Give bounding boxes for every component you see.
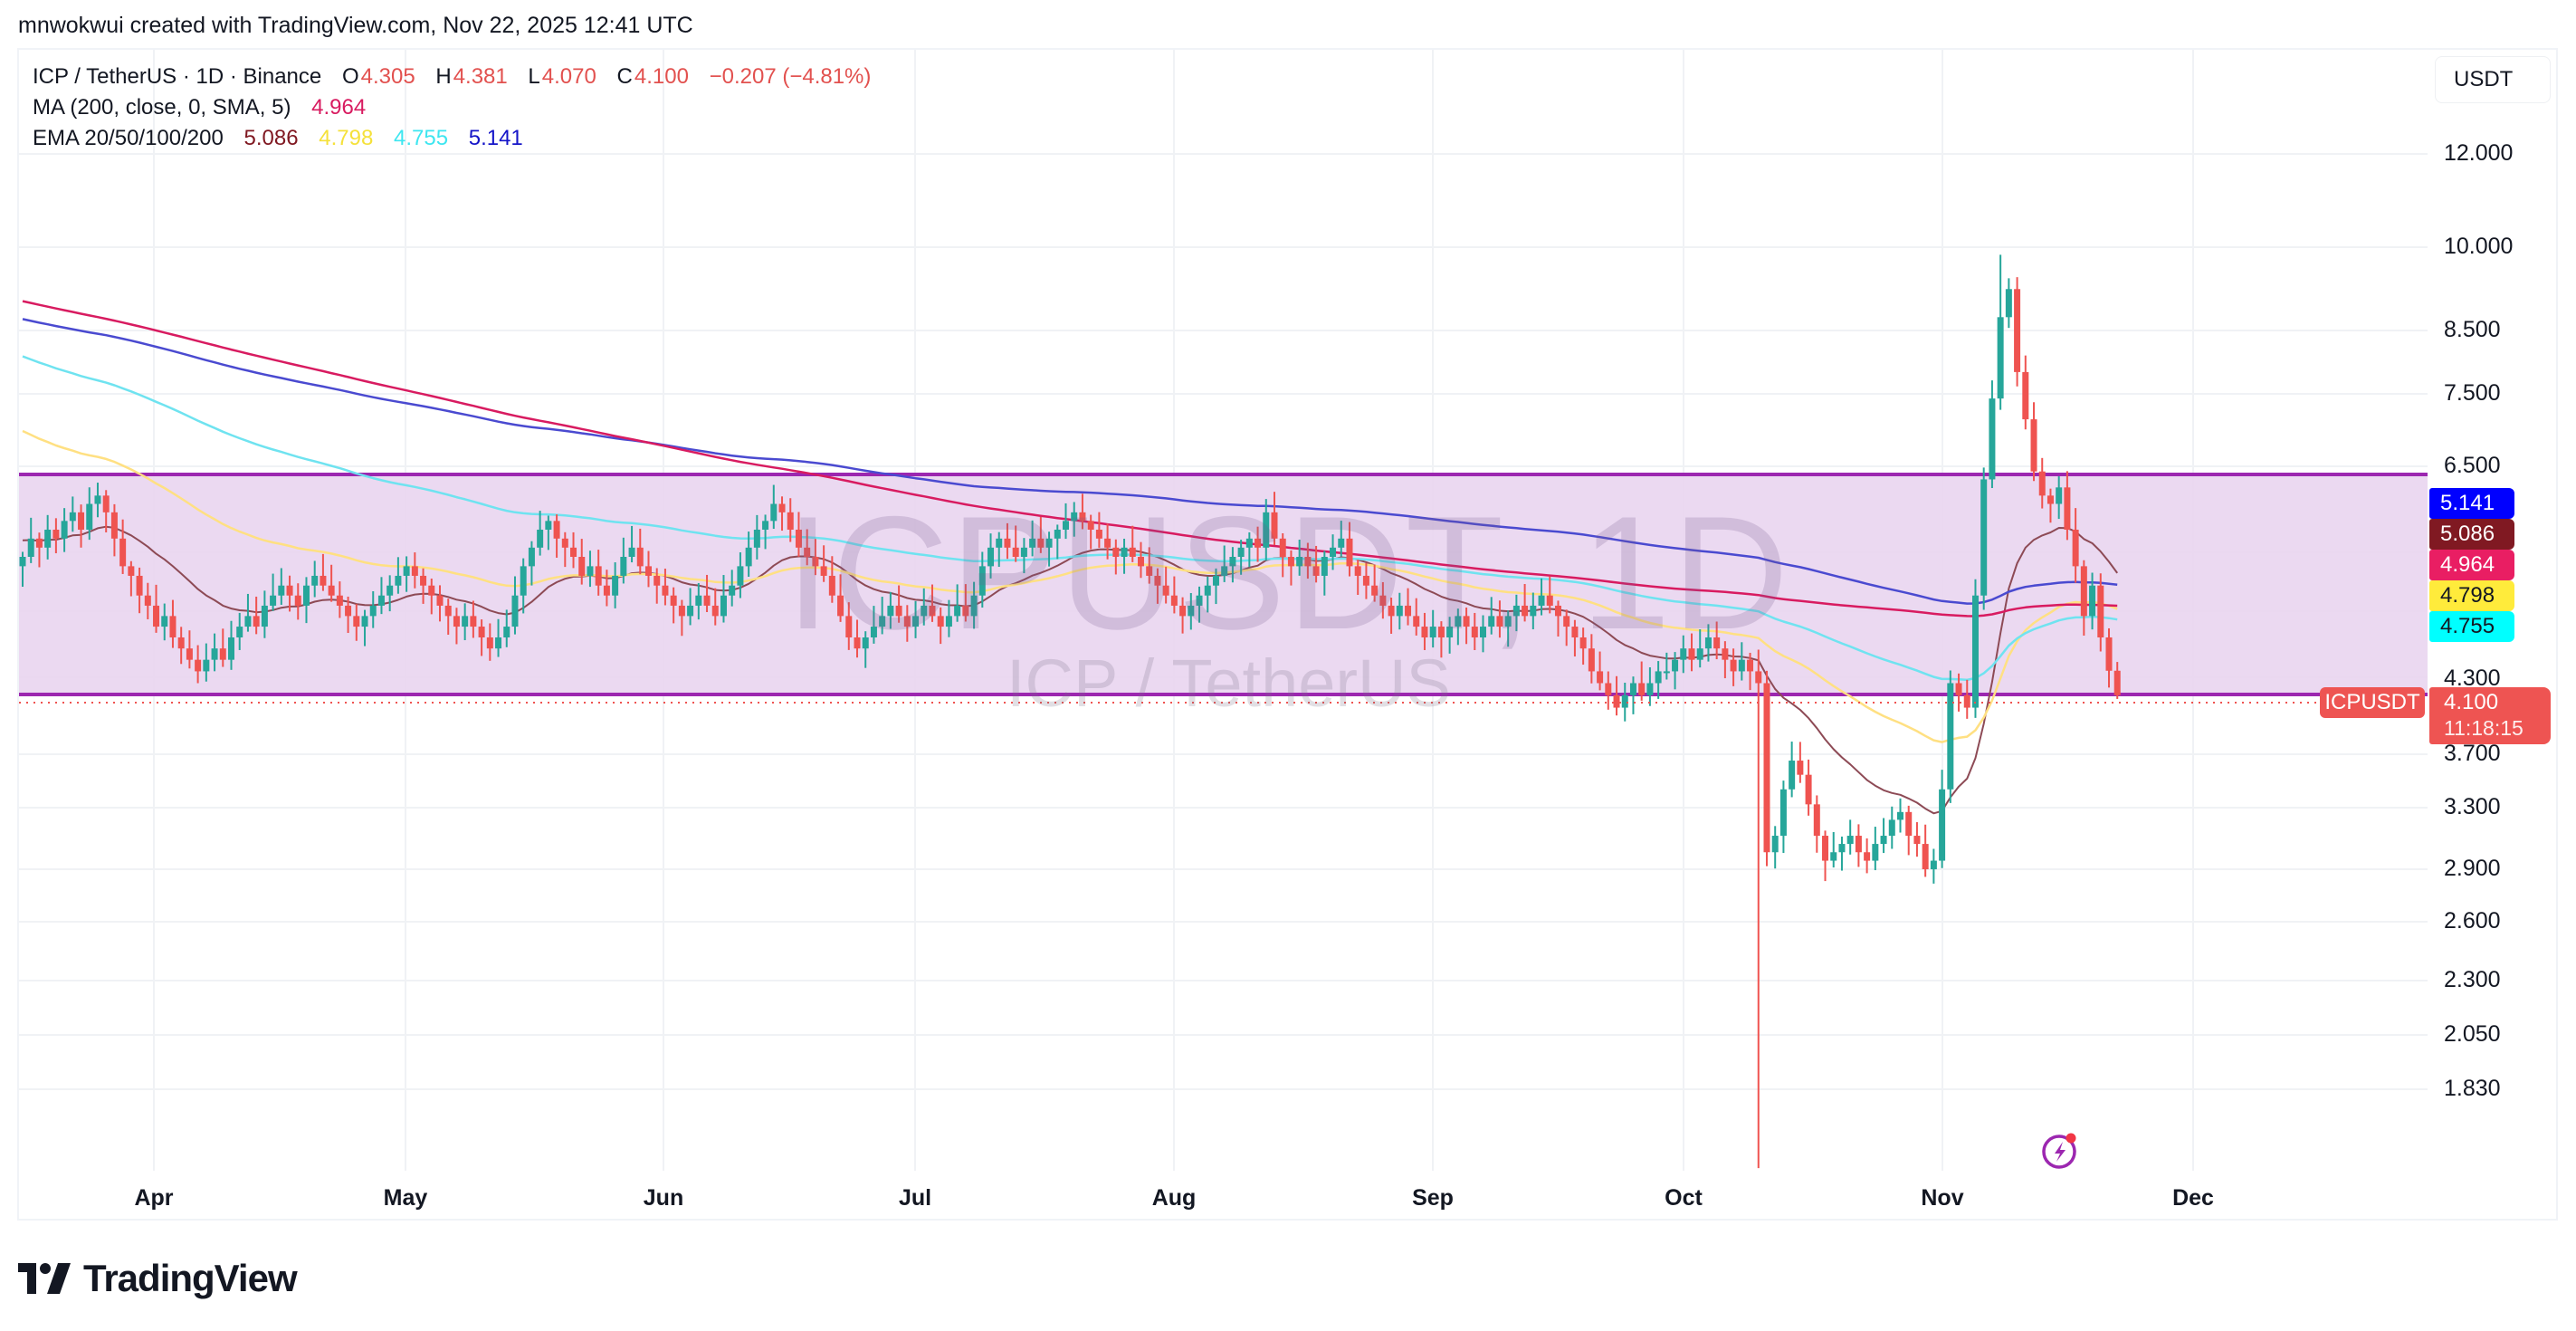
legend-ma-row[interactable]: MA (200, close, 0, SMA, 5) 4.964 (33, 92, 873, 123)
price-tick-label: 3.700 (2444, 741, 2501, 766)
time-tick-label: Aug (1151, 1185, 1197, 1211)
price-tick-label: 8.500 (2444, 317, 2501, 342)
ema20-value: 5.086 (243, 126, 299, 150)
time-tick-label: Nov (1921, 1185, 1964, 1211)
ema50-price-tag: 4.798 (2429, 580, 2514, 611)
ma200-price-tag: 4.964 (2429, 550, 2514, 580)
legend-ema-row[interactable]: EMA 20/50/100/200 5.086 4.798 4.755 5.14… (33, 123, 873, 154)
price-tick-label: 1.830 (2444, 1076, 2501, 1101)
time-tick-label: Apr (134, 1185, 174, 1211)
tradingview-logo-icon (18, 1263, 71, 1294)
change-value: −0.207 (−4.81%) (709, 64, 872, 89)
legend-symbol-row[interactable]: ICP / TetherUS · 1D · Binance O4.305 H4.… (33, 62, 873, 92)
high-value: 4.381 (453, 64, 508, 89)
tradingview-wordmark: TradingView (83, 1257, 298, 1299)
chart-credit: mnwokwui created with TradingView.com, N… (18, 13, 693, 38)
price-tick-label: 2.050 (2444, 1021, 2501, 1047)
watermark-description: ICP / TetherUS (1007, 646, 1451, 721)
price-tick-label: 2.900 (2444, 856, 2501, 881)
price-tick-label: 2.600 (2444, 908, 2501, 934)
ema100-value: 4.755 (393, 126, 449, 150)
time-tick-label: Oct (1665, 1185, 1703, 1211)
chart-legend: ICP / TetherUS · 1D · Binance O4.305 H4.… (33, 62, 873, 154)
candlesticks (19, 254, 2121, 1169)
time-tick-label: Dec (2172, 1185, 2214, 1211)
last-price-tag: 4.100 11:18:15 (2429, 687, 2551, 744)
ema100-price-tag: 4.755 (2429, 611, 2514, 642)
ema200-value: 5.141 (468, 126, 523, 150)
price-tick-label: 10.000 (2444, 234, 2514, 259)
currency-button[interactable]: USDT (2435, 56, 2551, 103)
tradingview-logo[interactable]: TradingView (18, 1257, 298, 1300)
lightning-icon (2042, 1133, 2076, 1169)
close-value: 4.100 (634, 64, 689, 89)
ma-value: 4.964 (311, 95, 367, 120)
ema-label: EMA 20/50/100/200 (33, 126, 224, 150)
ema20-price-tag: 5.086 (2429, 519, 2514, 550)
price-tick-label: 3.300 (2444, 794, 2501, 819)
time-tick-label: Sep (1412, 1185, 1454, 1211)
symbol-tag: ICPUSDT (2320, 687, 2425, 718)
ma-label: MA (200, close, 0, SMA, 5) (33, 95, 291, 120)
lightning-alert-button[interactable] (2038, 1128, 2084, 1176)
price-tick-label: 7.500 (2444, 380, 2501, 406)
open-key: O (341, 64, 359, 89)
moving-average-lines (22, 300, 2119, 815)
time-tick-label: Jul (898, 1185, 932, 1211)
price-tick-label: 2.300 (2444, 967, 2501, 992)
last-price-value: 4.100 (2444, 690, 2499, 714)
low-value: 4.070 (541, 64, 596, 89)
high-key: H (435, 64, 452, 89)
open-value: 4.305 (360, 64, 415, 89)
bar-countdown: 11:18:15 (2444, 716, 2524, 740)
close-key: C (616, 64, 633, 89)
time-tick-label: May (383, 1185, 428, 1211)
low-key: L (528, 64, 540, 89)
price-tick-label: 4.300 (2444, 666, 2501, 691)
price-tick-label: 6.500 (2444, 453, 2501, 478)
chart-frame (17, 48, 2558, 1221)
ema50-value: 4.798 (319, 126, 374, 150)
time-tick-label: Jun (643, 1185, 684, 1211)
ema200-price-tag: 5.141 (2429, 488, 2514, 519)
price-tick-label: 12.000 (2444, 140, 2514, 166)
watermark-symbol: ICPUSDT, 1D (786, 483, 1790, 663)
legend-symbol: ICP / TetherUS · 1D · Binance (33, 64, 322, 89)
